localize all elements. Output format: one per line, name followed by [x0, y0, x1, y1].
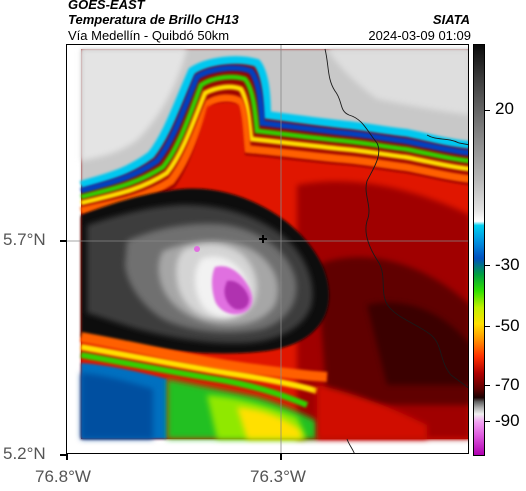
location-marker: [259, 235, 267, 243]
brightness-temperature-field: [67, 45, 468, 453]
data-domain: [79, 49, 468, 439]
colorbar-label: -30: [495, 255, 520, 274]
channel-title: Temperatura de Brillo CH13: [68, 12, 239, 27]
temperature-colorbar: [473, 44, 485, 456]
satellite-map[interactable]: [66, 44, 469, 454]
colorbar-label: -70: [495, 375, 520, 394]
timestamp-label: 2024-03-09 01:09: [368, 28, 471, 43]
boundary-line: [324, 48, 468, 389]
y-tick-label: 5.7°N: [3, 230, 46, 249]
x-tick-label: 76.3°W: [250, 467, 306, 486]
colorbar-label: 20: [495, 99, 514, 118]
organization-label: SIATA: [432, 12, 470, 27]
colorbar-label: -50: [495, 316, 520, 335]
product-title: GOES-EAST: [68, 0, 145, 12]
y-tick-label: 5.2°N: [3, 444, 46, 463]
colorbar-label: -90: [495, 411, 520, 430]
region-subtitle: Vía Medellín - Quibdó 50km: [68, 28, 230, 43]
x-tick-label: 76.8°W: [35, 467, 91, 486]
